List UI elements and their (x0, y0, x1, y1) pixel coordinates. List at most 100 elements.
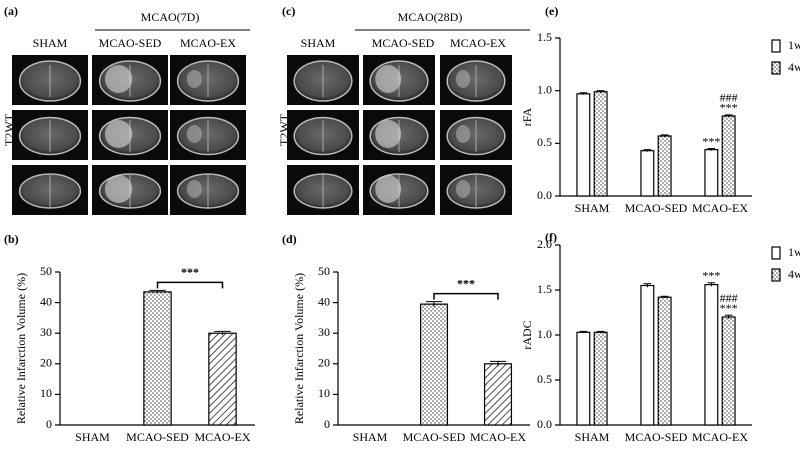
significance-label: ### (720, 91, 738, 105)
x-tick-label: MCAO-EX (195, 430, 251, 444)
x-tick-label: SHAM (353, 430, 388, 444)
bar (657, 135, 672, 197)
panel-label: (b) (4, 232, 19, 246)
x-tick-label: MCAO-SED (625, 430, 688, 444)
y-tick-label: 0 (46, 417, 52, 431)
error-bar (643, 283, 652, 288)
x-tick-label: MCAO-EX (692, 430, 748, 444)
error-bar (489, 360, 507, 367)
bar (576, 93, 591, 197)
significance-label: *** (457, 276, 475, 290)
mri-lesion (455, 180, 471, 198)
mri-lesion (104, 65, 133, 93)
bar (704, 149, 719, 197)
legend-label: 1w (788, 38, 800, 52)
legend-swatch (771, 246, 781, 260)
bar (721, 115, 736, 197)
x-tick-label: MCAO-EX (692, 201, 748, 215)
bar (593, 331, 608, 426)
column-label: MCAO-EX (180, 36, 236, 50)
significance-bracket (156, 281, 224, 289)
panel-label: (e) (545, 4, 558, 18)
y-tick-label: 10 (318, 386, 330, 400)
panel-label: (c) (282, 4, 295, 18)
bar (419, 303, 449, 426)
x-tick-label: SHAM (575, 201, 610, 215)
significance-label: *** (720, 101, 738, 115)
y-tick-label: 30 (318, 325, 330, 339)
mri-lesion (375, 120, 402, 148)
y-tick-label: 20 (40, 356, 52, 370)
legend-label: 4w (788, 267, 800, 281)
bar (640, 284, 655, 426)
error-bar (724, 114, 733, 117)
y-axis-label: Relative Infarction Volume (%) (292, 273, 306, 424)
significance-label: *** (181, 265, 199, 279)
significance-label: ### (720, 291, 738, 305)
y-tick-label: 0.5 (537, 372, 552, 386)
x-tick-label: MCAO-SED (625, 201, 688, 215)
error-bar (596, 90, 605, 93)
y-tick-label: 20 (318, 356, 330, 370)
y-tick-label: 1.5 (537, 282, 552, 296)
y-tick-label: 0.5 (537, 135, 552, 149)
mri-lesion (186, 125, 202, 143)
column-label: MCAO-SED (372, 36, 435, 50)
legend-swatch (771, 268, 781, 282)
error-bar (149, 289, 166, 294)
significance-label: *** (702, 134, 720, 148)
legend-label: 4w (788, 60, 800, 74)
bar (576, 331, 591, 426)
error-bar (579, 330, 588, 334)
mri-lesion (375, 175, 402, 203)
y-tick-label: 0 (324, 417, 330, 431)
column-label: MCAO-EX (450, 36, 506, 50)
y-tick-label: 50 (318, 264, 330, 278)
y-tick-label: 30 (40, 325, 52, 339)
x-tick-label: SHAM (75, 430, 110, 444)
bar (657, 296, 672, 426)
y-tick-label: 1.0 (537, 327, 552, 341)
error-bar (579, 92, 588, 95)
significance-bracket (433, 292, 499, 300)
y-axis-label: Relative Infarction Volume (%) (14, 273, 28, 424)
error-bar (660, 134, 669, 138)
mri-lesion (186, 70, 202, 88)
bar (721, 316, 736, 426)
bar (704, 284, 719, 426)
column-label: SHAM (33, 36, 68, 50)
bar (143, 291, 172, 426)
bar (593, 91, 608, 197)
error-bar (643, 149, 652, 152)
significance-label: *** (720, 301, 738, 315)
y-tick-label: 40 (318, 294, 330, 308)
mri-lesion (104, 120, 133, 148)
error-bar (660, 295, 669, 299)
y-tick-label: 0.0 (537, 417, 552, 431)
column-label: SHAM (301, 36, 336, 50)
y-axis-label: rFA (520, 107, 534, 126)
error-bar (425, 301, 443, 307)
group-label: MCAO(28D) (398, 10, 463, 24)
y-tick-label: 1.0 (537, 82, 552, 96)
error-bar (707, 282, 716, 287)
bar (483, 363, 513, 426)
mri-lesion (104, 175, 133, 203)
x-tick-label: MCAO-SED (126, 430, 189, 444)
mri-lesion (455, 70, 471, 88)
panel-label: (d) (282, 232, 297, 246)
x-tick-label: SHAM (575, 430, 610, 444)
y-axis-label: rADC (520, 320, 534, 349)
mri-lesion (455, 125, 471, 143)
column-label: MCAO-SED (99, 36, 162, 50)
panel-label: (a) (4, 4, 18, 18)
bar (640, 150, 655, 197)
y-tick-label: 2.0 (537, 237, 552, 251)
legend-swatch (771, 39, 781, 53)
bar (208, 332, 237, 426)
error-bar (707, 148, 716, 151)
x-tick-label: MCAO-EX (470, 430, 526, 444)
x-tick-label: MCAO-SED (403, 430, 466, 444)
y-tick-label: 0.0 (537, 188, 552, 202)
